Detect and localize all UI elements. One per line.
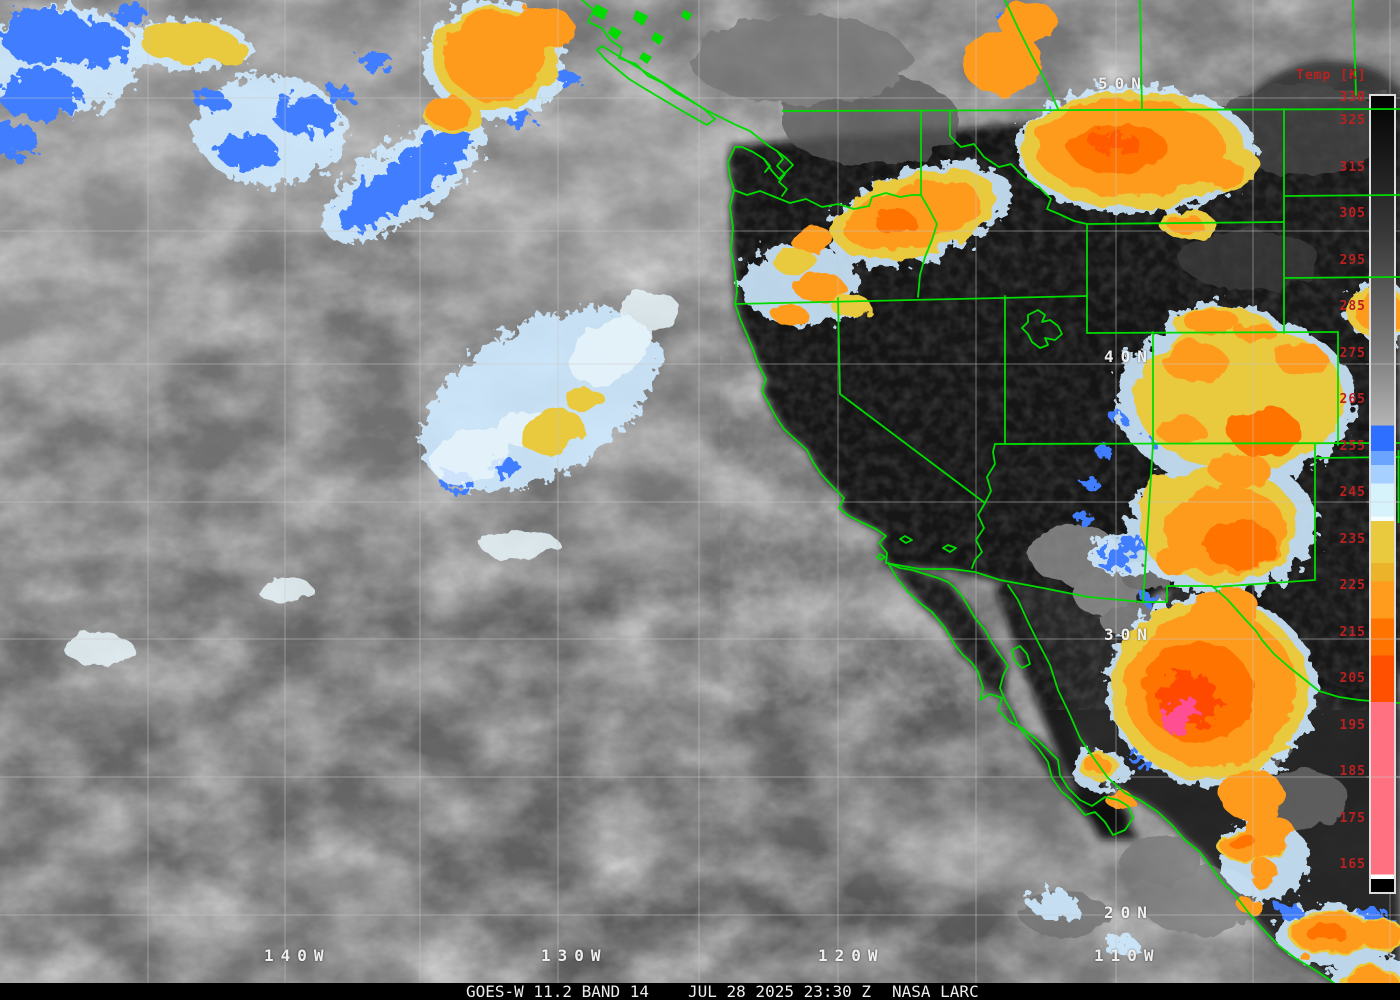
isla-angel — [1011, 645, 1031, 669]
caption-timestamp: JUL 28 2025 23:30 Z — [688, 982, 872, 1000]
colorbar-tick-325: 325 — [1339, 113, 1366, 128]
border-ca-nv — [837, 297, 986, 504]
caption-product: GOES-W 11.2 BAND 14 — [466, 982, 650, 1000]
colorbar-gradient — [1371, 96, 1394, 892]
caption-credit: NASA LARC — [892, 982, 979, 1000]
great-salt-lake — [1021, 309, 1063, 349]
colorbar-tick-235: 235 — [1339, 532, 1366, 547]
puget-sound — [763, 150, 788, 197]
colorbar-tick-195: 195 — [1339, 718, 1366, 733]
colorbar-tick-175: 175 — [1339, 811, 1366, 826]
colorbar-title: Temp [K] — [1296, 68, 1367, 83]
border-37n — [994, 442, 1400, 445]
border-nv-az — [984, 443, 996, 504]
colorbar-tick-215: 215 — [1339, 625, 1366, 640]
colorbar-tick-255: 255 — [1339, 439, 1366, 454]
caption-bar: GOES-W 11.2 BAND 14 JUL 28 2025 23:30 Z … — [0, 983, 1400, 1000]
colorbar-tick-275: 275 — [1339, 346, 1366, 361]
colorbar-tick-225: 225 — [1339, 578, 1366, 593]
colorbar-tick-330: 330 — [1339, 90, 1366, 105]
coast-british-columbia — [581, 0, 794, 180]
lon-label-120W: 120W — [818, 946, 885, 965]
border-ca-az-colorado-river — [971, 502, 986, 569]
cloud-layer-hot-cores — [1090, 133, 1220, 736]
border-41n — [1086, 331, 1339, 334]
lat-label-20N: 20N — [1104, 903, 1154, 922]
colorbar-tick-315: 315 — [1339, 160, 1366, 175]
colorbar-tick-285: 285 — [1339, 299, 1366, 314]
colorbar-tick-205: 205 — [1339, 671, 1366, 686]
border-nm-tx — [1213, 443, 1316, 588]
gray-cloud-patches — [690, 15, 1390, 937]
socal-islands — [876, 535, 957, 561]
border-ab-sk — [1139, 0, 1143, 110]
grid-parallels — [0, 97, 1400, 916]
coast-islands-north — [592, 4, 692, 64]
colorbar-tick-245: 245 — [1339, 485, 1366, 500]
border-sk-mb — [1352, 0, 1357, 96]
colorbar-tick-165: 165 — [1339, 857, 1366, 872]
colorbar-tick-185: 185 — [1339, 764, 1366, 779]
lat-label-50N: 50N — [1098, 74, 1148, 93]
border-or-id-snake — [917, 194, 938, 298]
border-42n — [734, 295, 1088, 305]
map-borders — [581, 0, 1400, 1000]
baja-california-outline — [887, 562, 1134, 836]
coast-vancouver-island — [596, 45, 716, 126]
border-mt-wy-45n — [1086, 221, 1285, 225]
lat-label-30N: 30N — [1104, 625, 1154, 644]
coast-california — [734, 303, 888, 564]
temperature-colorbar — [1369, 94, 1396, 894]
border-nm-bootheel — [1142, 585, 1213, 603]
coast-sonora-sinaloa — [1007, 584, 1356, 1000]
border-az-nm — [1142, 443, 1154, 603]
lon-label-110W: 110W — [1094, 946, 1161, 965]
coast-washington-oregon — [727, 146, 738, 305]
border-id-mt-bitterroot — [949, 135, 1088, 225]
border-rio-grande — [1211, 585, 1400, 704]
colorbar-tick-295: 295 — [1339, 253, 1366, 268]
colorbar-tick-305: 305 — [1339, 206, 1366, 221]
lon-label-130W: 130W — [541, 946, 608, 965]
border-us-mexico — [885, 562, 1144, 603]
border-bc-ab — [1004, 0, 1059, 110]
lon-label-140W: 140W — [264, 946, 331, 965]
colorbar-tick-265: 265 — [1339, 392, 1366, 407]
lat-label-40N: 40N — [1104, 347, 1154, 366]
border-wa-or-columbia — [733, 189, 922, 210]
